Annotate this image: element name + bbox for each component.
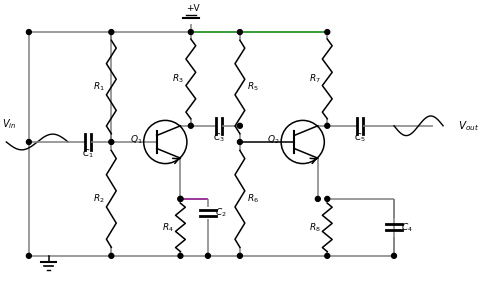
Circle shape — [238, 140, 242, 144]
Circle shape — [315, 197, 320, 201]
Circle shape — [178, 197, 183, 201]
Text: $Q_1$: $Q_1$ — [129, 134, 142, 146]
Text: $R_7$: $R_7$ — [309, 73, 320, 85]
Circle shape — [109, 140, 114, 144]
Circle shape — [325, 123, 330, 128]
Text: $R_4$: $R_4$ — [162, 221, 173, 233]
Circle shape — [27, 140, 31, 144]
Circle shape — [392, 254, 397, 258]
Text: $C_2$: $C_2$ — [215, 206, 227, 219]
Text: $R_6$: $R_6$ — [247, 193, 259, 205]
Circle shape — [27, 254, 31, 258]
Circle shape — [325, 30, 330, 34]
Circle shape — [188, 123, 193, 128]
Circle shape — [325, 197, 330, 201]
Text: $R_2$: $R_2$ — [93, 193, 104, 205]
Circle shape — [178, 254, 183, 258]
Text: $R_1$: $R_1$ — [93, 81, 104, 93]
Circle shape — [109, 30, 114, 34]
Circle shape — [188, 30, 193, 34]
Text: $R_3$: $R_3$ — [172, 73, 184, 85]
Text: $C_3$: $C_3$ — [213, 131, 225, 144]
Text: $V_{in}$: $V_{in}$ — [2, 117, 16, 131]
Text: $V_{out}$: $V_{out}$ — [458, 119, 479, 133]
Circle shape — [205, 254, 211, 258]
Text: $R_5$: $R_5$ — [247, 81, 258, 93]
Text: $Q_2$: $Q_2$ — [267, 134, 280, 146]
Text: $C_5$: $C_5$ — [354, 131, 366, 144]
Circle shape — [238, 123, 242, 128]
Text: $C_4$: $C_4$ — [401, 221, 413, 233]
Text: $R_8$: $R_8$ — [309, 221, 320, 233]
Circle shape — [325, 254, 330, 258]
Circle shape — [178, 197, 183, 201]
Circle shape — [238, 30, 242, 34]
Circle shape — [109, 254, 114, 258]
Text: $C_1$: $C_1$ — [82, 147, 94, 160]
Text: +V: +V — [186, 4, 199, 13]
Circle shape — [27, 30, 31, 34]
Circle shape — [238, 254, 242, 258]
